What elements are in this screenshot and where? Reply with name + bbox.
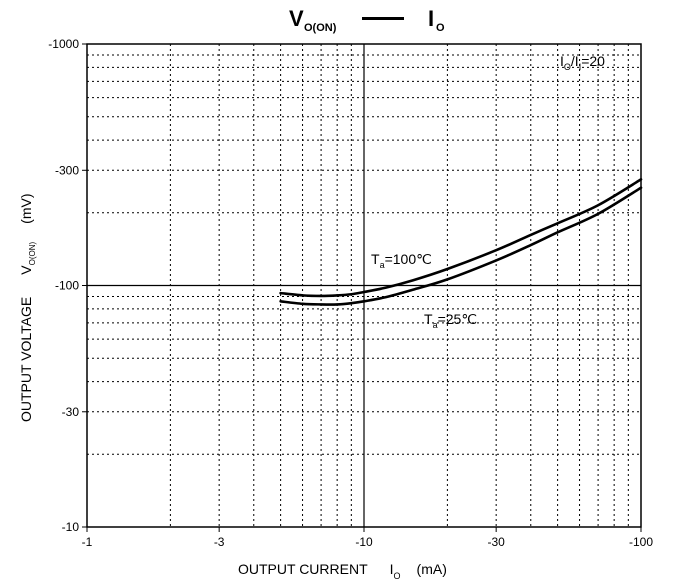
x-axis-title: OUTPUT CURRENT IO (mA) [238, 561, 447, 581]
x-tick-label: -10 [355, 535, 373, 549]
x-tick-label: -3 [214, 535, 225, 549]
y-tick-label: -100 [55, 279, 79, 293]
series-line-100c [279, 178, 643, 298]
series-group [279, 178, 643, 306]
tick-labels: -1 -3 -10 -30 -100 -1000 -300 -100 -30 -10 [48, 37, 653, 549]
grid [87, 44, 641, 527]
x-tick-label: -100 [629, 535, 653, 549]
axes [82, 43, 642, 532]
series-label-25c: Ta=25℃ [424, 311, 477, 330]
y-axis-title: OUTPUT VOLTAGEVO(ON)(mV) [18, 194, 37, 422]
chart-title: V O(ON) I O [0, 2, 673, 36]
y-tick-label: -30 [62, 405, 80, 419]
series-line-25c [279, 186, 643, 306]
title-left-symbol: V [289, 6, 304, 31]
title-left-subscript: O(ON) [304, 22, 337, 34]
y-tick-label: -300 [55, 163, 79, 177]
y-tick-label: -1000 [48, 37, 79, 51]
title-dash [362, 17, 404, 20]
y-tick-label: -10 [62, 520, 80, 534]
x-tick-label: -1 [82, 535, 93, 549]
title-right-symbol: I [428, 6, 435, 31]
title-right-subscript: O [436, 22, 445, 34]
ratio-annotation: IO/II=20 [560, 53, 605, 72]
series-label-100c: Ta=100℃ [371, 251, 432, 270]
x-tick-label: -30 [487, 535, 505, 549]
